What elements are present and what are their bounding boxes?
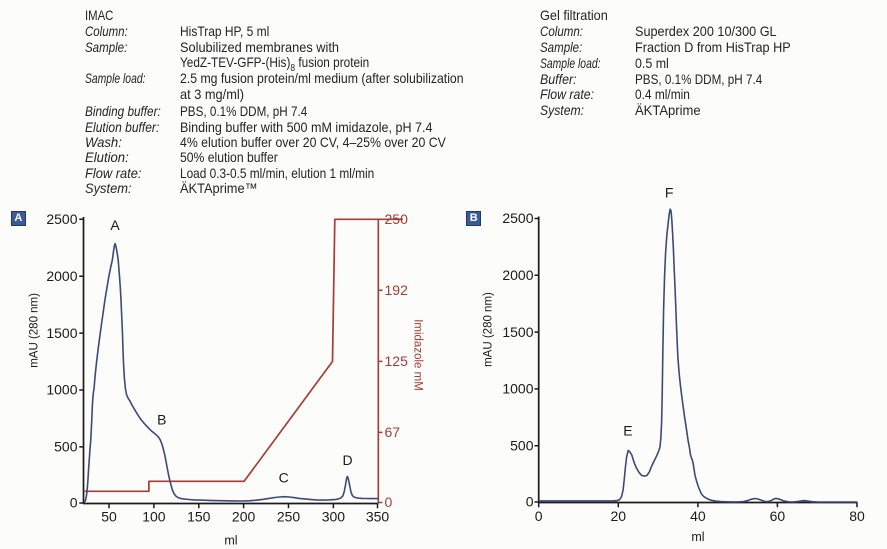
svg-text:A: A — [110, 217, 120, 233]
svg-text:500: 500 — [510, 437, 534, 453]
svg-text:2500: 2500 — [46, 211, 77, 227]
svg-text:2500: 2500 — [502, 210, 533, 226]
svg-text:250: 250 — [385, 211, 409, 227]
svg-text:50: 50 — [101, 509, 117, 525]
svg-text:1000: 1000 — [502, 381, 533, 397]
svg-text:80: 80 — [849, 508, 865, 524]
svg-text:Imidazole mM: Imidazole mM — [412, 319, 424, 391]
svg-text:200: 200 — [232, 509, 256, 525]
svg-text:F: F — [665, 184, 674, 200]
svg-text:0: 0 — [535, 508, 543, 524]
svg-text:mAU (280 nm): mAU (280 nm) — [29, 293, 41, 368]
svg-text:350: 350 — [366, 509, 390, 525]
svg-text:ml: ml — [691, 530, 704, 544]
svg-text:60: 60 — [770, 508, 786, 524]
svg-text:150: 150 — [187, 509, 211, 525]
svg-text:67: 67 — [385, 424, 401, 440]
svg-text:D: D — [343, 452, 353, 468]
svg-text:B: B — [157, 412, 166, 428]
svg-text:20: 20 — [611, 508, 627, 524]
svg-text:125: 125 — [385, 353, 409, 369]
svg-text:mAU (280 nm): mAU (280 nm) — [483, 292, 495, 367]
svg-text:0: 0 — [385, 494, 393, 510]
svg-text:1500: 1500 — [46, 325, 77, 341]
svg-text:300: 300 — [322, 509, 346, 525]
svg-text:1000: 1000 — [46, 382, 77, 398]
svg-text:500: 500 — [54, 439, 78, 455]
svg-text:2000: 2000 — [46, 268, 77, 284]
svg-text:C: C — [279, 469, 289, 485]
svg-text:40: 40 — [690, 508, 706, 524]
svg-text:250: 250 — [277, 509, 301, 525]
svg-text:192: 192 — [385, 282, 409, 298]
svg-text:E: E — [623, 422, 632, 438]
svg-text:1500: 1500 — [502, 324, 533, 340]
svg-text:100: 100 — [142, 509, 166, 525]
svg-text:0: 0 — [526, 494, 534, 510]
svg-text:2000: 2000 — [502, 267, 533, 283]
svg-text:ml: ml — [224, 534, 237, 548]
svg-text:0: 0 — [70, 495, 78, 511]
